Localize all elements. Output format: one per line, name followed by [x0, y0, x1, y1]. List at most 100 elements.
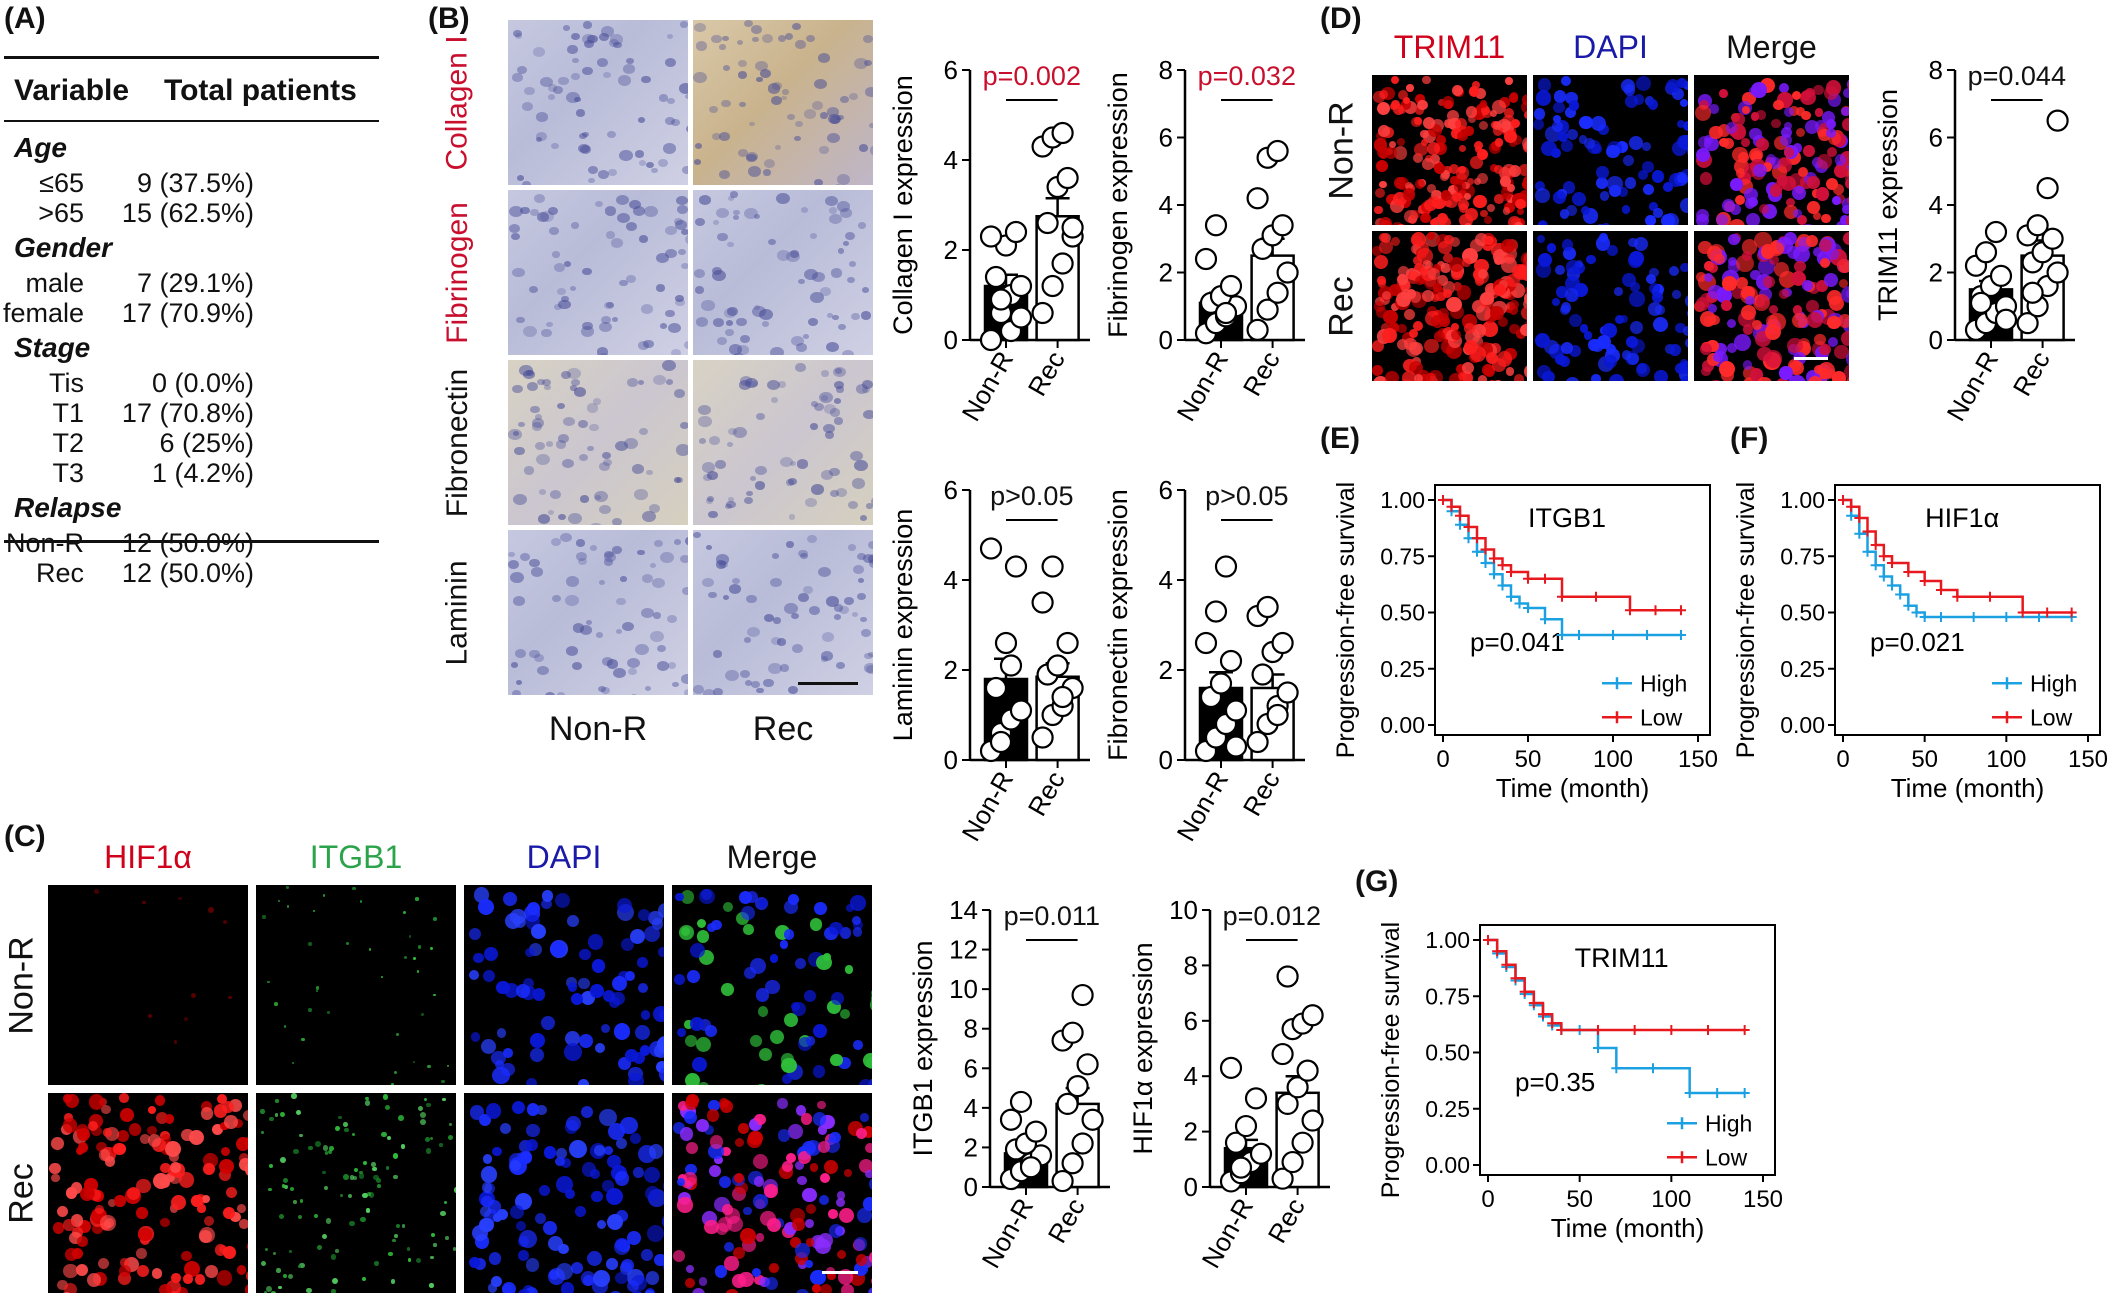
data-point [996, 633, 1016, 653]
cell [1687, 309, 1688, 318]
x-tick-label: Non-R [1941, 346, 2005, 426]
y-tick-label: 0 [1184, 1172, 1198, 1202]
nucleus [721, 100, 731, 108]
censor-mark [2001, 612, 2011, 622]
cell [1480, 210, 1488, 218]
cell [641, 1249, 653, 1261]
legend-entry: High [2030, 670, 2077, 696]
if-row-label-text: Rec [1323, 276, 1362, 336]
cell [1716, 214, 1728, 225]
cell [1591, 374, 1600, 381]
nucleus [563, 25, 570, 31]
cell [649, 1144, 664, 1159]
table-row-value: 12 (50.0%) [122, 528, 254, 559]
nucleus [826, 342, 838, 352]
cell [820, 1173, 830, 1183]
nucleus [702, 578, 714, 588]
nucleus [615, 441, 628, 451]
nucleus [551, 538, 561, 546]
nucleus [772, 82, 782, 90]
nucleus [858, 222, 867, 229]
nucleus [650, 631, 664, 642]
nucleus [578, 144, 589, 153]
cell [625, 971, 635, 981]
cell [1743, 324, 1753, 334]
cell [1734, 334, 1751, 351]
nucleus [713, 650, 723, 658]
table-header-rule [4, 120, 379, 122]
data-point [1278, 966, 1298, 986]
nucleus [517, 66, 527, 74]
cell [782, 1161, 793, 1172]
cell [479, 1218, 494, 1233]
cell [595, 1043, 605, 1053]
nucleus [755, 466, 767, 476]
cell [274, 1002, 278, 1006]
cell [478, 899, 494, 915]
cell [1614, 287, 1623, 296]
data-point [1006, 222, 1026, 242]
cell [1397, 274, 1408, 285]
cell [1566, 205, 1577, 216]
nucleus [723, 595, 729, 600]
cell [1779, 289, 1789, 299]
nucleus [778, 381, 787, 388]
nucleus [516, 680, 522, 685]
cell [316, 990, 318, 992]
cell [1569, 100, 1580, 111]
cell [579, 1034, 593, 1048]
data-point [1986, 222, 2006, 242]
nucleus [650, 563, 656, 568]
nucleus [795, 40, 805, 48]
cell [1779, 366, 1792, 379]
table-row-label: Tis [49, 368, 84, 399]
p-value: p=0.011 [1004, 901, 1100, 931]
y-tick-label: 10 [1169, 895, 1198, 925]
nucleus [699, 438, 706, 444]
nucleus [513, 494, 527, 505]
nucleus [616, 195, 629, 205]
cell [491, 1051, 506, 1066]
cell [1558, 132, 1568, 142]
y-tick-label: 8 [964, 1014, 978, 1044]
cell [65, 1094, 79, 1108]
nucleus [508, 552, 514, 557]
data-point [1043, 557, 1063, 577]
cell [179, 1172, 195, 1188]
nucleus [838, 324, 846, 331]
if-image [464, 1093, 664, 1293]
censor-mark [1838, 495, 1848, 505]
cell [492, 1147, 502, 1157]
nucleus [862, 287, 870, 293]
data-point [1058, 633, 1078, 653]
cell [1382, 328, 1397, 343]
cell [293, 1200, 297, 1204]
cell [402, 1224, 405, 1227]
nucleus [762, 34, 773, 43]
cell [541, 1016, 555, 1030]
cell [780, 940, 788, 948]
data-point [1226, 701, 1246, 721]
cell [503, 892, 517, 906]
table-row-label: T2 [52, 428, 84, 459]
cell [359, 1171, 363, 1175]
cell [114, 1195, 126, 1207]
cell [614, 1023, 630, 1039]
cell [756, 1233, 765, 1242]
nucleus [737, 40, 743, 45]
cell [221, 1147, 230, 1156]
cell [696, 1037, 711, 1052]
x-axis-label: Time (month) [1891, 773, 2045, 803]
nucleus [534, 194, 545, 203]
nucleus [539, 489, 546, 495]
cell [377, 1184, 381, 1188]
table-row-value: 12 (50.0%) [122, 558, 254, 589]
cell [1459, 145, 1466, 152]
panel-label-e: (E) [1320, 422, 1360, 456]
nucleus [582, 67, 593, 76]
cell [430, 1137, 433, 1140]
data-point [1033, 728, 1053, 748]
cell [286, 886, 289, 889]
